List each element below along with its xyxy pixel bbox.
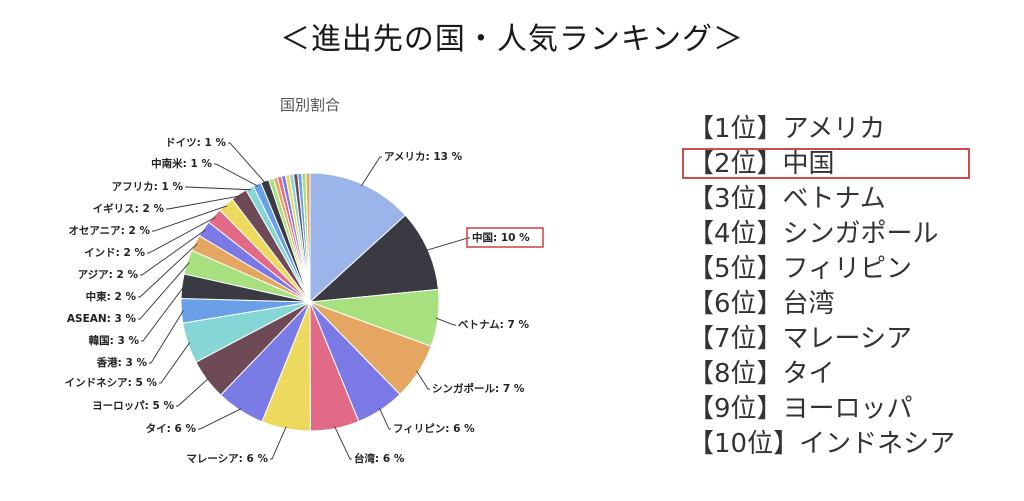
slice-label-8: タイ: 6 % bbox=[146, 423, 197, 435]
slice-label-9: ヨーロッパ: 5 % bbox=[92, 400, 174, 412]
slice-label-1: アメリカ: 13 % bbox=[384, 151, 463, 163]
leader-line-18 bbox=[166, 195, 241, 210]
ranking-item-9: 【9位】ヨーロッパ bbox=[688, 394, 913, 424]
slice-label-17: オセアニア: 2 % bbox=[68, 225, 150, 237]
leader-line-20 bbox=[214, 163, 259, 187]
ranking-item-10: 【10位】インドネシア bbox=[688, 429, 956, 459]
slice-label-20: 中南米: 1 % bbox=[151, 157, 212, 170]
leader-line-19 bbox=[185, 186, 251, 191]
slice-label-6: 台湾: 6 % bbox=[354, 452, 405, 465]
slice-label-5: フィリピン: 6 % bbox=[393, 423, 475, 435]
slice-label-3: ベトナム: 7 % bbox=[458, 319, 530, 331]
slice-label-18: イギリス: 2 % bbox=[93, 202, 165, 215]
slice-label-10: インドネシア: 5 % bbox=[65, 377, 158, 389]
leader-line-10 bbox=[159, 342, 191, 384]
ranking-list: 【1位】アメリカ 【2位】中国 【3位】ベトナム【4位】シンガポール 【5位】フィリピ… bbox=[681, 112, 971, 462]
slice-label-2: 中国: 10 % bbox=[472, 231, 530, 244]
leader-line-4 bbox=[416, 370, 430, 390]
ranking-item-3: 【3位】ベトナム bbox=[688, 184, 886, 214]
slice-label-16: インド: 2 % bbox=[84, 247, 145, 259]
leader-line-7 bbox=[270, 426, 287, 460]
pie-chart: 国別割合 アメリカ: 13 % 中国: 10 % ベトナム: 7 % シンガポール: … bbox=[65, 96, 544, 465]
leader-line-11 bbox=[149, 310, 184, 364]
ranking-item-5: 【5位】フィリピン bbox=[688, 254, 913, 284]
ranking-item-6: 【6位】台湾 bbox=[688, 289, 835, 319]
slice-label-14: 中東: 2 % bbox=[86, 290, 137, 303]
leader-line-5 bbox=[379, 408, 391, 430]
leader-line-1 bbox=[360, 156, 382, 187]
page-title: ＜進出先の国・人気ランキング＞ bbox=[279, 22, 745, 57]
slice-label-11: 香港: 3 % bbox=[96, 356, 148, 369]
leader-line-13 bbox=[138, 262, 190, 320]
slice-label-15: アジア: 2 % bbox=[78, 269, 139, 281]
ranking-item-7: 【7位】マレーシア bbox=[688, 324, 913, 354]
pie-slice-minor-10 bbox=[305, 172, 311, 303]
ranking-item-2: 【2位】中国 bbox=[681, 147, 971, 182]
slice-label-7: マレーシア: 6 % bbox=[186, 453, 268, 465]
leader-line-9 bbox=[176, 378, 209, 407]
leader-line-15 bbox=[140, 229, 206, 276]
leader-line-3 bbox=[435, 317, 456, 326]
slice-label-12: 韓国: 3 % bbox=[89, 334, 140, 347]
ranking-item-8: 【8位】タイ bbox=[688, 359, 835, 389]
slice-label-21: ドイツ: 1 % bbox=[165, 137, 226, 149]
leader-line-17 bbox=[152, 205, 228, 232]
leader-line-16 bbox=[147, 216, 216, 254]
ranking-item-4: 【4位】シンガポール bbox=[688, 219, 939, 249]
leader-line-12 bbox=[141, 286, 185, 342]
leader-line-21 bbox=[228, 142, 266, 184]
slice-label-13: ASEAN: 3 % bbox=[67, 313, 137, 325]
slice-label-19: アフリカ: 1 % bbox=[112, 181, 184, 193]
ranking-item-1: 【1位】アメリカ bbox=[688, 114, 886, 144]
highlight-box-chart bbox=[466, 227, 544, 248]
leader-line-14 bbox=[138, 243, 198, 298]
leader-line-6 bbox=[334, 426, 352, 460]
chart-title: 国別割合 bbox=[280, 96, 340, 114]
slice-label-4: シンガポール: 7 % bbox=[432, 382, 525, 395]
leader-line-8 bbox=[198, 408, 242, 430]
leader-line-2 bbox=[425, 237, 470, 251]
